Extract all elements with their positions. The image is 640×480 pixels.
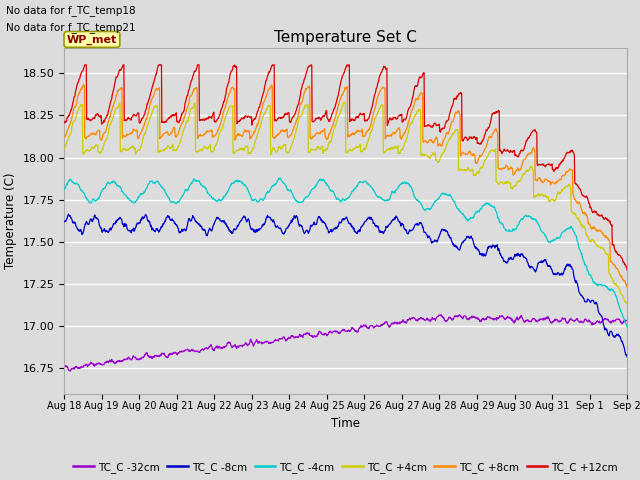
- TC_C +4cm: [60, 146, 68, 152]
- TC_C +4cm: [433, 158, 441, 164]
- TC_C -32cm: [623, 318, 631, 324]
- TC_C -4cm: [276, 175, 284, 181]
- Legend: TC_C -32cm, TC_C -8cm, TC_C -4cm, TC_C +4cm, TC_C +8cm, TC_C +12cm: TC_C -32cm, TC_C -8cm, TC_C -4cm, TC_C +…: [69, 457, 622, 477]
- TC_C -8cm: [249, 226, 257, 232]
- TC_C -32cm: [186, 348, 193, 354]
- TC_C +8cm: [172, 134, 180, 140]
- Text: No data for f_TC_temp21: No data for f_TC_temp21: [6, 22, 136, 33]
- TC_C +4cm: [186, 113, 193, 119]
- TC_C -32cm: [508, 316, 515, 322]
- TC_C +12cm: [186, 84, 193, 90]
- TC_C +4cm: [507, 185, 515, 191]
- Line: TC_C -8cm: TC_C -8cm: [64, 214, 627, 357]
- Text: No data for f_TC_temp18: No data for f_TC_temp18: [6, 5, 136, 16]
- TC_C -8cm: [186, 217, 193, 223]
- TC_C -8cm: [557, 271, 564, 277]
- X-axis label: Time: Time: [331, 417, 360, 430]
- TC_C +8cm: [433, 135, 441, 141]
- TC_C -4cm: [433, 196, 441, 202]
- TC_C -8cm: [433, 238, 441, 244]
- TC_C +8cm: [60, 134, 68, 140]
- Line: TC_C +12cm: TC_C +12cm: [64, 65, 627, 270]
- TC_C +8cm: [186, 96, 193, 101]
- Text: WP_met: WP_met: [67, 34, 117, 45]
- TC_C -32cm: [557, 318, 565, 324]
- TC_C -32cm: [60, 364, 68, 370]
- TC_C +8cm: [507, 165, 515, 171]
- TC_C -4cm: [623, 324, 631, 330]
- TC_C +4cm: [248, 147, 256, 153]
- TC_C -4cm: [186, 183, 193, 189]
- TC_C -32cm: [249, 340, 257, 346]
- TC_C +8cm: [623, 285, 631, 290]
- Line: TC_C -4cm: TC_C -4cm: [64, 178, 627, 327]
- TC_C -4cm: [172, 200, 179, 206]
- TC_C -4cm: [60, 185, 68, 191]
- Y-axis label: Temperature (C): Temperature (C): [4, 172, 17, 269]
- TC_C +12cm: [81, 62, 88, 68]
- Line: TC_C +8cm: TC_C +8cm: [64, 84, 627, 288]
- TC_C -8cm: [623, 354, 631, 360]
- TC_C -4cm: [557, 233, 564, 239]
- Line: TC_C -32cm: TC_C -32cm: [64, 315, 627, 371]
- Title: Temperature Set C: Temperature Set C: [274, 30, 417, 46]
- TC_C -32cm: [433, 314, 441, 320]
- TC_C +4cm: [172, 147, 179, 153]
- TC_C +4cm: [341, 99, 349, 105]
- TC_C +4cm: [623, 300, 631, 306]
- TC_C +4cm: [622, 300, 630, 306]
- TC_C +12cm: [507, 149, 515, 155]
- TC_C +12cm: [623, 267, 631, 273]
- TC_C +12cm: [249, 119, 257, 124]
- TC_C -32cm: [172, 350, 180, 356]
- TC_C -8cm: [172, 222, 180, 228]
- TC_C -32cm: [438, 312, 445, 318]
- TC_C +12cm: [60, 119, 68, 124]
- TC_C +12cm: [172, 111, 180, 117]
- TC_C -8cm: [60, 219, 68, 225]
- TC_C -4cm: [248, 198, 256, 204]
- TC_C -8cm: [507, 254, 515, 260]
- Line: TC_C +4cm: TC_C +4cm: [64, 102, 627, 303]
- TC_C -8cm: [65, 211, 72, 217]
- TC_C +12cm: [433, 122, 441, 128]
- TC_C +12cm: [557, 159, 564, 165]
- TC_C -32cm: [67, 368, 74, 374]
- TC_C +8cm: [80, 82, 88, 87]
- TC_C +4cm: [557, 190, 564, 195]
- TC_C -4cm: [507, 228, 515, 234]
- TC_C +8cm: [249, 132, 257, 138]
- TC_C +8cm: [557, 177, 564, 183]
